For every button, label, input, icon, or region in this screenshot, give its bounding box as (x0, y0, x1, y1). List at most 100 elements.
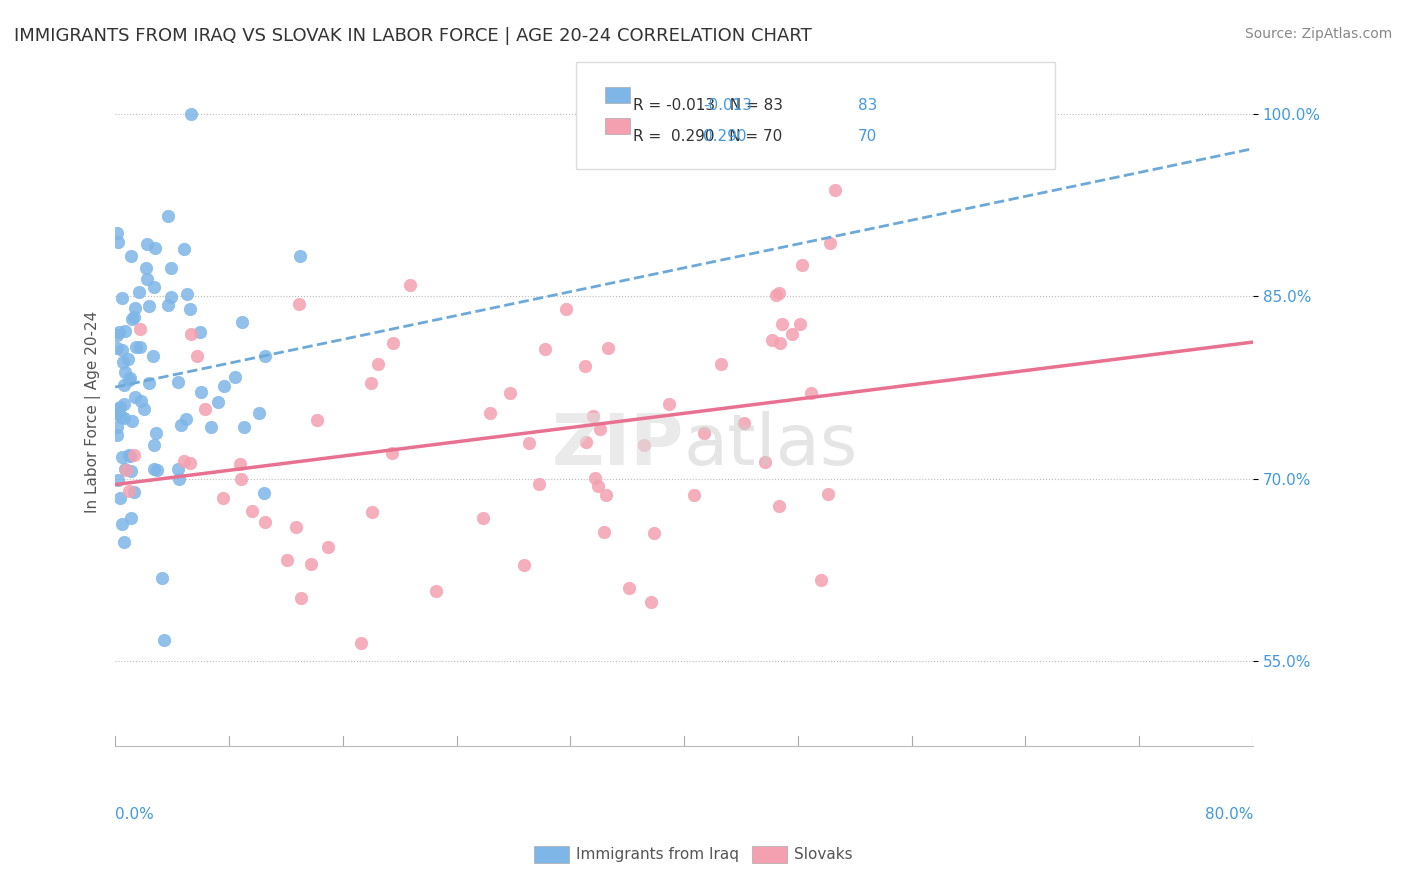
Point (138, 376, 160, 390)
Point (156, 209, 179, 223)
Point (153, 633, 176, 648)
Point (167, 375, 190, 389)
Point (122, 484, 145, 499)
Point (583, 471, 606, 485)
Point (167, 472, 190, 486)
Point (586, 479, 609, 493)
Point (118, 373, 141, 387)
Text: 70: 70 (858, 129, 877, 145)
Text: R = -0.013   N = 83: R = -0.013 N = 83 (633, 98, 783, 113)
Point (105, 427, 128, 442)
Point (143, 279, 166, 293)
Point (229, 471, 252, 485)
Point (124, 390, 146, 404)
Point (207, 394, 229, 409)
Point (108, 326, 131, 340)
Point (212, 378, 235, 392)
Y-axis label: In Labor Force | Age 20-24: In Labor Force | Age 20-24 (86, 310, 101, 513)
Point (288, 296, 311, 310)
Point (381, 446, 404, 460)
Point (817, 486, 839, 500)
Point (299, 557, 322, 571)
Point (643, 526, 665, 541)
Point (105, 227, 128, 241)
Point (145, 426, 167, 441)
Point (129, 340, 152, 354)
Text: Source: ZipAtlas.com: Source: ZipAtlas.com (1244, 27, 1392, 41)
Point (710, 357, 733, 371)
Point (120, 249, 142, 263)
Point (361, 505, 384, 519)
Point (122, 448, 145, 462)
Point (136, 272, 159, 286)
Point (173, 454, 195, 468)
Point (658, 396, 681, 410)
Point (174, 412, 197, 426)
Point (111, 291, 134, 305)
Point (107, 401, 129, 416)
Point (150, 571, 173, 585)
Point (134, 401, 156, 416)
Point (156, 298, 179, 312)
Point (110, 410, 132, 425)
Point (425, 583, 447, 598)
Point (499, 385, 522, 400)
Point (188, 325, 211, 339)
Text: Slovaks: Slovaks (794, 847, 853, 862)
Point (190, 384, 212, 399)
Point (232, 420, 254, 434)
Text: 80.0%: 80.0% (1205, 807, 1253, 822)
Point (129, 394, 152, 409)
Point (186, 349, 208, 363)
Point (595, 487, 617, 501)
Point (589, 422, 612, 436)
Text: ZIP: ZIP (551, 410, 685, 480)
Point (125, 340, 148, 354)
Text: 83: 83 (858, 98, 877, 113)
Point (472, 511, 495, 525)
Point (768, 286, 790, 301)
Point (517, 436, 540, 450)
Point (167, 461, 190, 475)
Point (768, 499, 790, 513)
Point (179, 301, 201, 316)
Point (212, 491, 235, 506)
Point (112, 378, 135, 392)
Point (112, 535, 135, 549)
Point (114, 365, 136, 379)
Point (527, 476, 550, 491)
Point (108, 401, 131, 415)
Point (107, 473, 129, 487)
Point (114, 462, 136, 476)
Point (107, 235, 129, 250)
Point (382, 335, 405, 350)
Point (598, 341, 620, 355)
Point (288, 249, 311, 263)
Point (581, 409, 603, 424)
Point (733, 416, 755, 430)
Point (179, 456, 201, 470)
Point (247, 406, 270, 420)
Point (105, 327, 128, 342)
Text: 0.290: 0.290 (703, 129, 747, 145)
Point (769, 335, 792, 350)
Point (770, 318, 793, 332)
Point (170, 417, 193, 432)
Point (160, 260, 183, 275)
Point (800, 386, 823, 401)
Point (114, 324, 136, 338)
Point (574, 359, 596, 373)
Point (231, 315, 253, 329)
Point (118, 450, 141, 464)
Point (135, 237, 157, 252)
Point (399, 277, 422, 292)
Point (110, 491, 132, 505)
Point (173, 242, 195, 256)
Point (180, 107, 202, 121)
Point (810, 573, 832, 587)
Text: 0.0%: 0.0% (115, 807, 153, 822)
Point (789, 317, 811, 331)
Point (254, 515, 277, 529)
Point (121, 414, 143, 428)
Point (111, 343, 134, 358)
